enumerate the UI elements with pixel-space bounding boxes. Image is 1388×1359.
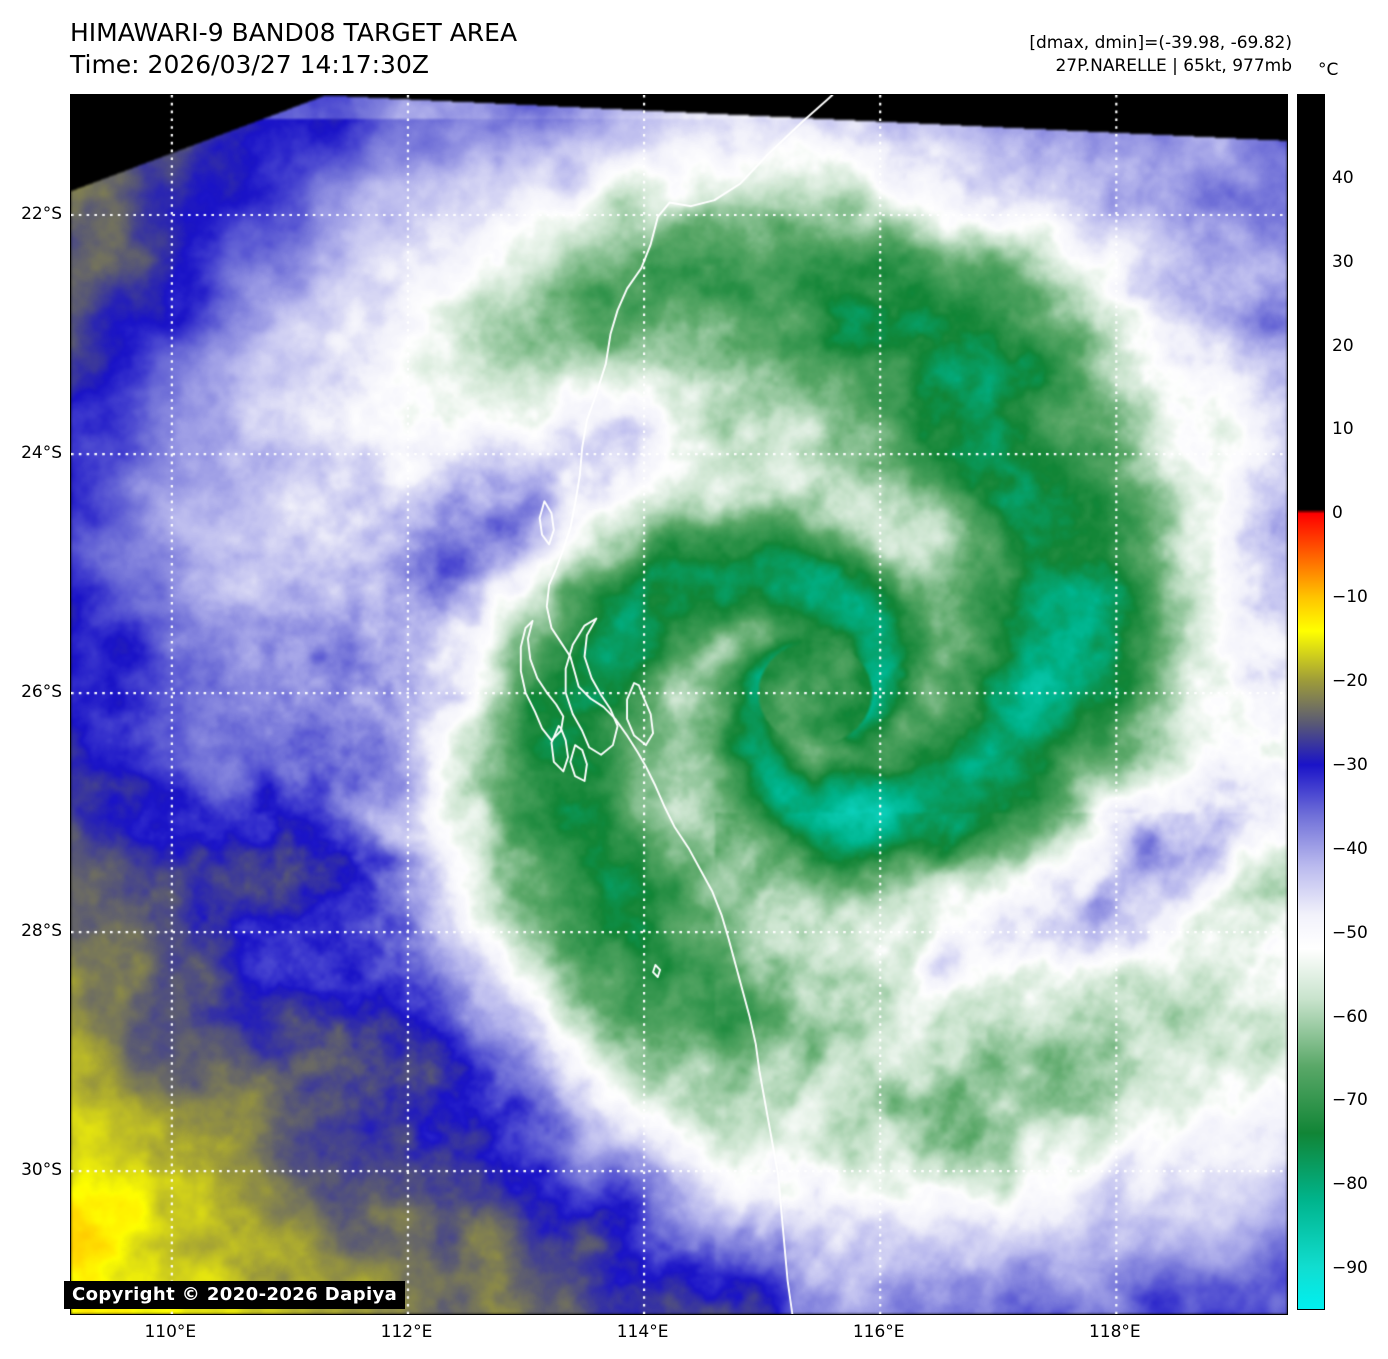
observation-time: Time: 2026/03/27 14:17:30Z [70,50,429,79]
storm-info-readout: 27P.NARELLE | 65kt, 977mb [1055,56,1292,76]
colorbar-tick-1: 30 [1332,251,1354,272]
page-title: HIMAWARI-9 BAND08 TARGET AREA [70,18,518,47]
colorbar-tick-4: 0 [1332,503,1343,524]
lat-tick-1: 24°S [21,442,62,463]
lon-tick-1: 112°E [380,1322,433,1342]
satellite-image-plot[interactable] [70,94,1288,1315]
colorbar-tick-13: −90 [1332,1258,1368,1279]
colorbar-tick-10: −60 [1332,1006,1368,1027]
gridlines-overlay-canvas [71,95,1287,1314]
colorbar-tick-9: −50 [1332,922,1368,943]
colorbar-tick-5: −10 [1332,587,1368,608]
colorbar-unit-label: °C [1318,60,1339,80]
colorbar-tick-2: 20 [1332,335,1354,356]
colorbar-gradient [1298,95,1324,1309]
colorbar-tick-3: 10 [1332,419,1354,440]
colorbar-tick-12: −80 [1332,1174,1368,1195]
colorbar-tick-6: −20 [1332,671,1368,691]
dmax-dmin-readout: [dmax, dmin]=(-39.98, -69.82) [1029,33,1292,53]
colorbar[interactable] [1297,94,1325,1310]
lat-tick-4: 30°S [21,1159,62,1180]
lat-tick-2: 26°S [21,681,62,702]
lon-tick-4: 118°E [1088,1322,1141,1342]
lon-tick-0: 110°E [144,1322,197,1342]
header-title-block: HIMAWARI-9 BAND08 TARGET AREA Time: 2026… [70,17,517,81]
lat-tick-0: 22°S [21,203,62,224]
colorbar-tick-11: −70 [1332,1090,1368,1111]
lon-tick-2: 114°E [616,1322,669,1342]
colorbar-tick-0: 40 [1332,167,1354,188]
copyright-banner: Copyright © 2020-2026 Dapiya [64,1281,406,1309]
lon-tick-3: 116°E [852,1322,905,1342]
colorbar-tick-7: −30 [1332,754,1368,775]
colorbar-tick-8: −40 [1332,838,1368,859]
lat-tick-3: 28°S [21,920,62,941]
header-info-block: [dmax, dmin]=(-39.98, -69.82) 27P.NARELL… [1029,32,1292,78]
